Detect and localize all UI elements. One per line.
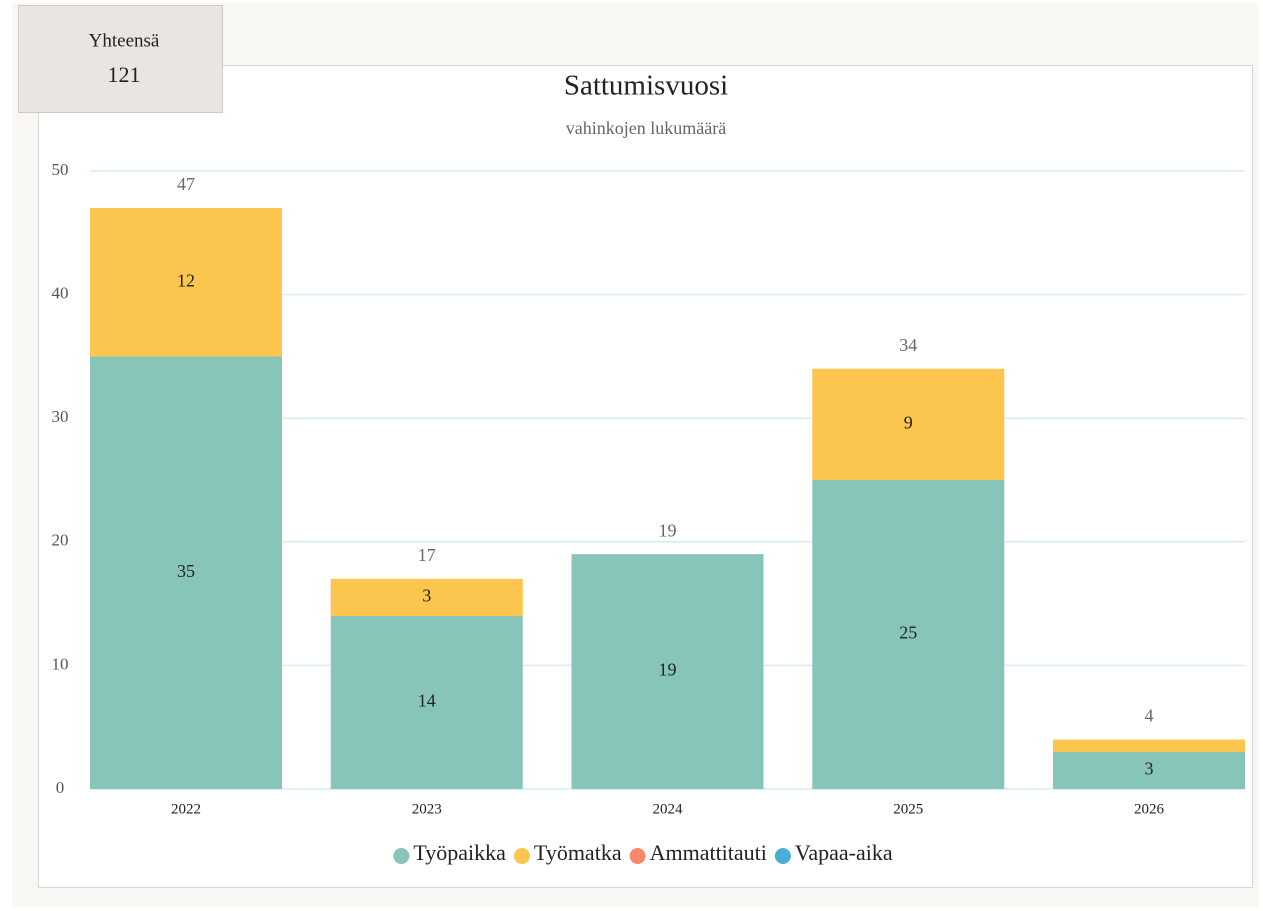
value-label: 35	[177, 561, 195, 581]
y-tick-label: 10	[52, 654, 69, 673]
summary-card	[18, 5, 223, 113]
value-label: 3	[422, 586, 431, 606]
value-label: 14	[418, 691, 436, 711]
value-label: 12	[177, 270, 195, 290]
bar-segment	[330, 615, 523, 789]
y-tick-label: 0	[56, 778, 65, 797]
bar-segment	[90, 208, 282, 357]
legend-label: Ammattitauti	[650, 840, 767, 865]
summary-label: Yhteensä	[89, 30, 160, 51]
total-label: 19	[659, 520, 677, 540]
total-label: 47	[177, 174, 195, 194]
legend-label: Työpaikka	[413, 840, 506, 865]
y-tick-label: 50	[52, 160, 69, 179]
bar-segment	[571, 554, 764, 789]
bar-segment	[1053, 739, 1245, 752]
legend-label: Työmatka	[534, 840, 622, 865]
chart-subtitle: vahinkojen lukumäärä	[566, 118, 726, 138]
legend-marker	[629, 848, 646, 864]
total-label: 17	[418, 545, 436, 565]
bar-segment	[812, 480, 1005, 789]
x-tick-label: 2026	[1134, 801, 1165, 817]
value-label: 19	[659, 660, 677, 680]
total-label: 34	[899, 335, 917, 355]
legend-marker	[513, 848, 530, 864]
legend-label: Vapaa-aika	[795, 840, 893, 865]
y-tick-label: 40	[52, 284, 69, 303]
value-label: 9	[904, 413, 913, 433]
bar-segment	[1053, 751, 1245, 789]
value-label: 3	[1145, 759, 1154, 779]
bar-segment	[90, 356, 282, 789]
x-tick-label: 2025	[893, 801, 923, 817]
total-label: 4	[1145, 706, 1154, 726]
chart-title: Sattumisvuosi	[564, 70, 728, 102]
y-tick-label: 20	[52, 531, 69, 550]
summary-value: 121	[108, 62, 141, 87]
bar-segment	[330, 578, 523, 616]
legend-marker	[774, 848, 791, 864]
legend-marker	[393, 848, 410, 864]
bar-segment	[812, 368, 1005, 480]
x-tick-label: 2022	[171, 801, 201, 817]
value-label: 25	[899, 623, 917, 643]
x-tick-label: 2024	[653, 801, 684, 817]
y-tick-label: 30	[52, 407, 69, 426]
x-tick-label: 2023	[412, 801, 442, 817]
